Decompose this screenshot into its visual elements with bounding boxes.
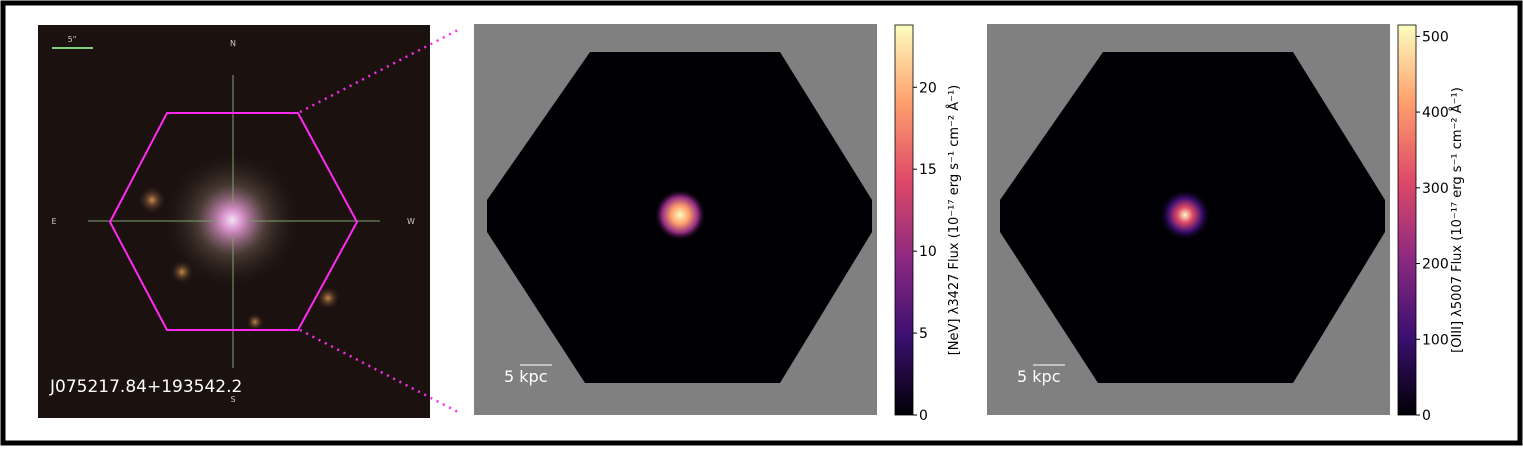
compass-south: S — [230, 395, 235, 404]
source — [316, 286, 340, 310]
compass-east: E — [51, 217, 56, 226]
emission-peak — [654, 189, 706, 241]
compass-north: N — [230, 39, 236, 48]
scale-bar-label: 5 kpc — [504, 367, 547, 386]
object-name: J075217.84+193542.2 — [49, 377, 242, 397]
source — [170, 260, 194, 284]
ifu-footprint — [108, 112, 359, 331]
colorbar-tick-label: 300 — [1422, 181, 1449, 197]
emission-peak — [1159, 189, 1211, 241]
oiii-map — [987, 24, 1390, 415]
compass-west: W — [407, 217, 415, 226]
colorbar-label: [NeV] λ3427 Flux (10⁻¹⁷ erg s⁻¹ cm⁻² Å⁻¹… — [946, 85, 962, 356]
colorbar — [1397, 24, 1417, 416]
source — [246, 313, 264, 331]
colorbar-tick-label: 15 — [919, 162, 937, 178]
colorbar-tick-label: 0 — [919, 408, 928, 424]
nev-map — [474, 24, 877, 415]
colorbar-tick-label: 5 — [919, 326, 928, 342]
colorbar-tick-label: 100 — [1422, 332, 1449, 348]
galaxy — [162, 150, 302, 290]
colorbar-tick-label: 400 — [1422, 105, 1449, 121]
source — [138, 186, 166, 214]
colorbar-tick-label: 10 — [919, 244, 937, 260]
colorbar-label: [OIII] λ5007 Flux (10⁻¹⁷ erg s⁻¹ cm⁻² Å⁻… — [1449, 87, 1465, 353]
scale-label: 5" — [68, 35, 77, 44]
colorbar-tick-label: 500 — [1422, 29, 1449, 45]
scale-bar-label: 5 kpc — [1017, 367, 1060, 386]
colorbar-tick-label: 0 — [1422, 408, 1431, 424]
colorbar-tick-label: 200 — [1422, 257, 1449, 273]
colorbar — [894, 24, 914, 416]
zoom-line — [299, 328, 459, 414]
colorbar-tick-label: 20 — [919, 80, 937, 96]
sdss-image: 5" N S E W J075217.84+193542.2 — [38, 25, 430, 418]
zoom-line — [299, 28, 459, 114]
